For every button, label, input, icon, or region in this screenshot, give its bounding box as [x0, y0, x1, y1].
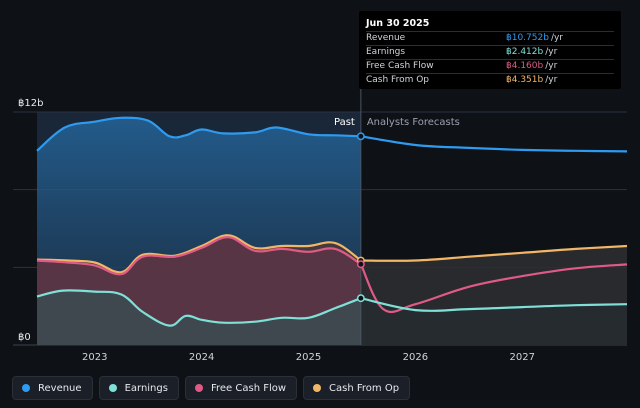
- free-cash-flow-forecast-line: [359, 263, 628, 314]
- tooltip-value: ฿4.160b: [506, 61, 544, 71]
- tooltip-unit: /yr: [550, 33, 563, 43]
- x-axis-ticks: 2023 2024 2025 2026 2027: [82, 352, 535, 363]
- x-tick-label: 2027: [510, 352, 535, 363]
- x-tick-label: 2024: [189, 352, 214, 363]
- tooltip-date: Jun 30 2025: [366, 18, 430, 29]
- legend-item-earnings[interactable]: Earnings: [98, 376, 179, 400]
- y-axis-label-top: ฿12b: [18, 98, 43, 109]
- tooltip-name: Free Cash Flow: [366, 61, 434, 71]
- series-lines: [36, 116, 628, 327]
- forecast-region-label: Analysts Forecasts: [367, 117, 460, 128]
- tooltip-row-cash-from-op: Cash From Op ฿4.351b /yr: [366, 73, 614, 87]
- tooltip-name: Revenue: [366, 33, 406, 43]
- earnings-marker: [356, 294, 365, 303]
- free-cash-flow-dot-icon: [194, 384, 203, 392]
- revenue-line: [36, 116, 361, 152]
- x-tick-label: 2025: [296, 352, 321, 363]
- legend-label: Earnings: [124, 382, 168, 394]
- tooltip-row-earnings: Earnings ฿2.412b /yr: [366, 45, 614, 59]
- legend-label: Free Cash Flow: [210, 382, 287, 394]
- chart: ฿12b ฿0 Past Analysts Forecasts 2023 2024…: [13, 12, 628, 363]
- revenue-marker: [356, 132, 365, 141]
- earnings-forecast-area: [360, 298, 627, 345]
- earnings-area: [37, 290, 361, 345]
- tooltip-value: ฿2.412b: [506, 47, 544, 57]
- tooltip-row-free-cash-flow: Free Cash Flow ฿4.160b /yr: [366, 59, 614, 73]
- revenue-dot-icon: [22, 384, 30, 392]
- tooltip-value: ฿4.351b: [506, 75, 544, 85]
- legend-item-free-cash-flow[interactable]: Free Cash Flow: [184, 376, 298, 400]
- cash-from-op-dot-icon: [313, 384, 322, 392]
- revenue-forecast-line: [360, 135, 628, 153]
- tooltip-name: Cash From Op: [366, 75, 430, 85]
- tooltip-value: ฿10.752b: [506, 33, 549, 43]
- free-cash-flow-marker: [356, 260, 365, 269]
- tooltip: Jun 30 2025 Revenue ฿10.752b /yr Earning…: [359, 11, 621, 89]
- earnings-forecast-line: [360, 297, 628, 312]
- earnings-dot-icon: [108, 384, 117, 392]
- earnings-line: [36, 289, 362, 327]
- y-axis-label-bottom: ฿0: [18, 332, 31, 343]
- tooltip-unit: /yr: [545, 75, 558, 85]
- legend: Revenue Earnings Free Cash Flow Cash Fro…: [12, 376, 411, 400]
- tooltip-unit: /yr: [545, 61, 558, 71]
- tooltip-unit: /yr: [545, 47, 558, 57]
- tooltip-name: Earnings: [366, 47, 406, 57]
- past-region-label: Past: [334, 117, 355, 128]
- x-tick-label: 2026: [403, 352, 428, 363]
- x-tick-label: 2023: [82, 352, 107, 363]
- free-cash-flow-line: [36, 236, 362, 276]
- legend-label: Revenue: [38, 382, 82, 394]
- cash-from-op-line: [36, 234, 362, 274]
- tooltip-row-revenue: Revenue ฿10.752b /yr: [366, 31, 614, 45]
- legend-label: Cash From Op: [329, 382, 400, 394]
- cash-from-op-forecast-line: [360, 244, 628, 262]
- legend-item-cash-from-op[interactable]: Cash From Op: [303, 376, 411, 400]
- legend-item-revenue[interactable]: Revenue: [12, 376, 93, 400]
- series-areas: [37, 117, 627, 346]
